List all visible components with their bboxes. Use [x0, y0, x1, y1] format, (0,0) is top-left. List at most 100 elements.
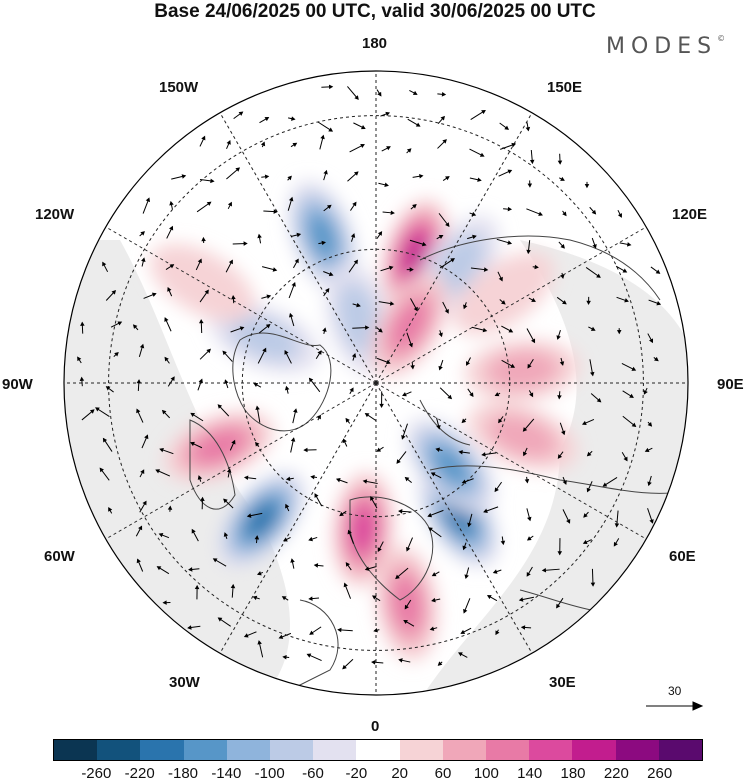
wind-arrow [406, 537, 413, 552]
wind-arrow [135, 525, 143, 537]
colorbar-tick-label: 220 [603, 765, 629, 782]
wind-arrow [647, 508, 654, 524]
wind-arrow [323, 169, 328, 181]
wind-arrow [364, 565, 377, 571]
colorbar-swatch [97, 740, 141, 760]
wind-arrow [223, 498, 234, 509]
anomaly-contour [350, 506, 376, 553]
wind-arrow [528, 390, 534, 398]
wind-arrow [559, 357, 565, 366]
wind-arrow [464, 567, 470, 580]
colorbar-swatch [140, 740, 184, 760]
wind-arrow [404, 599, 412, 610]
wind-arrow [169, 200, 174, 210]
wind-arrow [463, 302, 468, 310]
wind-arrow [409, 239, 427, 247]
wind-arrow [529, 149, 535, 165]
wind-arrow [136, 408, 144, 423]
wind-arrow [243, 475, 257, 481]
wind-arrow [99, 467, 110, 481]
colorbar-swatch [615, 740, 659, 760]
wind-arrow [404, 476, 412, 484]
wind-arrow [466, 357, 471, 366]
wind-arrow [342, 658, 354, 670]
wind-arrow [139, 500, 147, 513]
wind-arrow [167, 505, 173, 512]
wind-arrow [362, 479, 378, 484]
wind-arrow [562, 210, 567, 217]
wind-arrow [439, 387, 453, 400]
wind-arrow [316, 414, 321, 421]
wind-arrow [95, 407, 110, 417]
wind-arrow [526, 240, 531, 255]
wind-arrow [431, 571, 440, 577]
wind-arrow [470, 110, 486, 120]
anomaly-contour [337, 282, 380, 355]
wind-arrow [287, 175, 292, 181]
colorbar-swatch [658, 740, 703, 760]
wind-arrow [313, 563, 324, 568]
wind-arrow [309, 626, 322, 635]
wind-arrow [164, 356, 170, 364]
wind-arrow [619, 242, 632, 247]
wind-arrow [396, 451, 407, 464]
wind-arrow [647, 333, 654, 344]
wind-arrow [190, 412, 204, 422]
wind-arrow [263, 209, 278, 214]
wind-arrow [81, 409, 95, 421]
wind-arrow [254, 535, 260, 544]
wind-arrow [526, 566, 533, 577]
wind-arrow [136, 379, 142, 391]
wind-arrow [379, 391, 384, 409]
wind-arrow [262, 266, 278, 272]
wind-arrow [139, 469, 145, 478]
wind-arrow [583, 511, 589, 518]
wind-arrow [562, 509, 571, 524]
wind-arrow [532, 264, 539, 270]
wind-arrow [194, 584, 200, 600]
wind-arrow [345, 417, 351, 424]
wind-arrow [108, 506, 113, 514]
wind-arrow [412, 174, 424, 179]
wind-arrow [613, 538, 620, 547]
colorbar-tick-label: 100 [473, 765, 499, 782]
wind-arrow [261, 294, 272, 299]
wind-arrow [162, 600, 171, 605]
wind-arrow [308, 596, 320, 601]
wind-arrow [410, 204, 417, 210]
wind-arrow [470, 267, 489, 272]
wind-arrow [438, 213, 450, 227]
lon-label-30w: 30W [169, 674, 200, 691]
graticule [64, 71, 688, 695]
wind-arrow [113, 351, 119, 358]
meridian-line [375, 226, 647, 384]
wind-arrow [132, 324, 139, 331]
lon-label-60e: 60E [669, 548, 696, 565]
wind-arrow [283, 537, 291, 542]
wind-arrow [584, 181, 590, 189]
wind-arrow [199, 319, 204, 333]
wind-arrow [199, 135, 206, 147]
wind-arrow [591, 237, 597, 249]
wind-arrow [461, 418, 467, 424]
colorbar-tick-label: -260 [81, 765, 112, 782]
wind-arrow [105, 289, 117, 301]
wind-arrow [586, 481, 593, 493]
wind-arrow [589, 359, 595, 377]
anomaly-contour [308, 214, 337, 259]
wind-arrow [261, 174, 270, 180]
wind-arrow [281, 596, 289, 601]
wind-arrow [376, 231, 383, 239]
wind-arrow [318, 240, 327, 246]
wind-arrow [188, 567, 200, 572]
wind-arrow [260, 141, 266, 148]
lon-label-60w: 60W [44, 548, 75, 565]
colorbar-tick-label: 180 [560, 765, 586, 782]
wind-arrow [102, 437, 113, 452]
wind-arrow [481, 452, 497, 457]
reference-vector-arrow [646, 701, 704, 711]
wind-arrow [431, 597, 441, 603]
wind-arrow [586, 296, 591, 306]
wind-arrow [498, 416, 504, 424]
lon-label-90w: 90W [2, 376, 33, 393]
